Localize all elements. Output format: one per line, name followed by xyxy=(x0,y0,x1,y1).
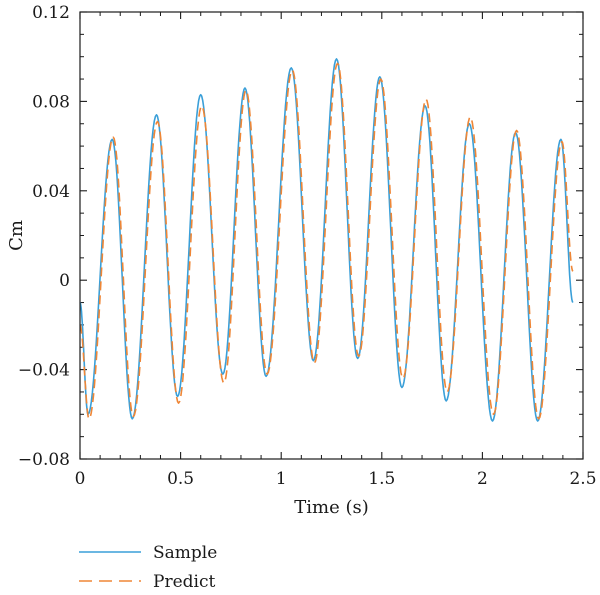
x-tick-label: 2.5 xyxy=(569,469,596,489)
legend: Sample Predict xyxy=(79,543,217,592)
y-tick-label: 0.04 xyxy=(32,182,70,202)
y-tick-label: 0 xyxy=(59,271,70,291)
plot-frame xyxy=(79,11,584,460)
y-tick-label: 0.08 xyxy=(32,92,70,112)
x-axis-label: Time (s) xyxy=(294,497,369,518)
y-tick-label: −0.04 xyxy=(18,361,70,381)
y-axis-label: Cm xyxy=(6,220,27,251)
series-line-predict xyxy=(79,62,574,420)
x-tick-label: 2 xyxy=(477,469,488,489)
x-axis-ticks: 0 0.5 1 1.5 2 2.5 xyxy=(75,12,597,489)
legend-label-predict: Predict xyxy=(153,572,215,592)
series-lines xyxy=(79,58,574,422)
y-tick-label: −0.08 xyxy=(18,450,70,470)
x-tick-label: 0.5 xyxy=(167,469,194,489)
y-tick-label: 0.12 xyxy=(32,3,70,23)
x-tick-label: 0 xyxy=(75,469,86,489)
y-axis-ticks: −0.08 −0.04 0 0.04 0.08 0.12 xyxy=(18,3,583,470)
x-tick-label: 1.5 xyxy=(368,469,395,489)
legend-label-sample: Sample xyxy=(153,543,217,563)
x-tick-label: 1 xyxy=(276,469,287,489)
